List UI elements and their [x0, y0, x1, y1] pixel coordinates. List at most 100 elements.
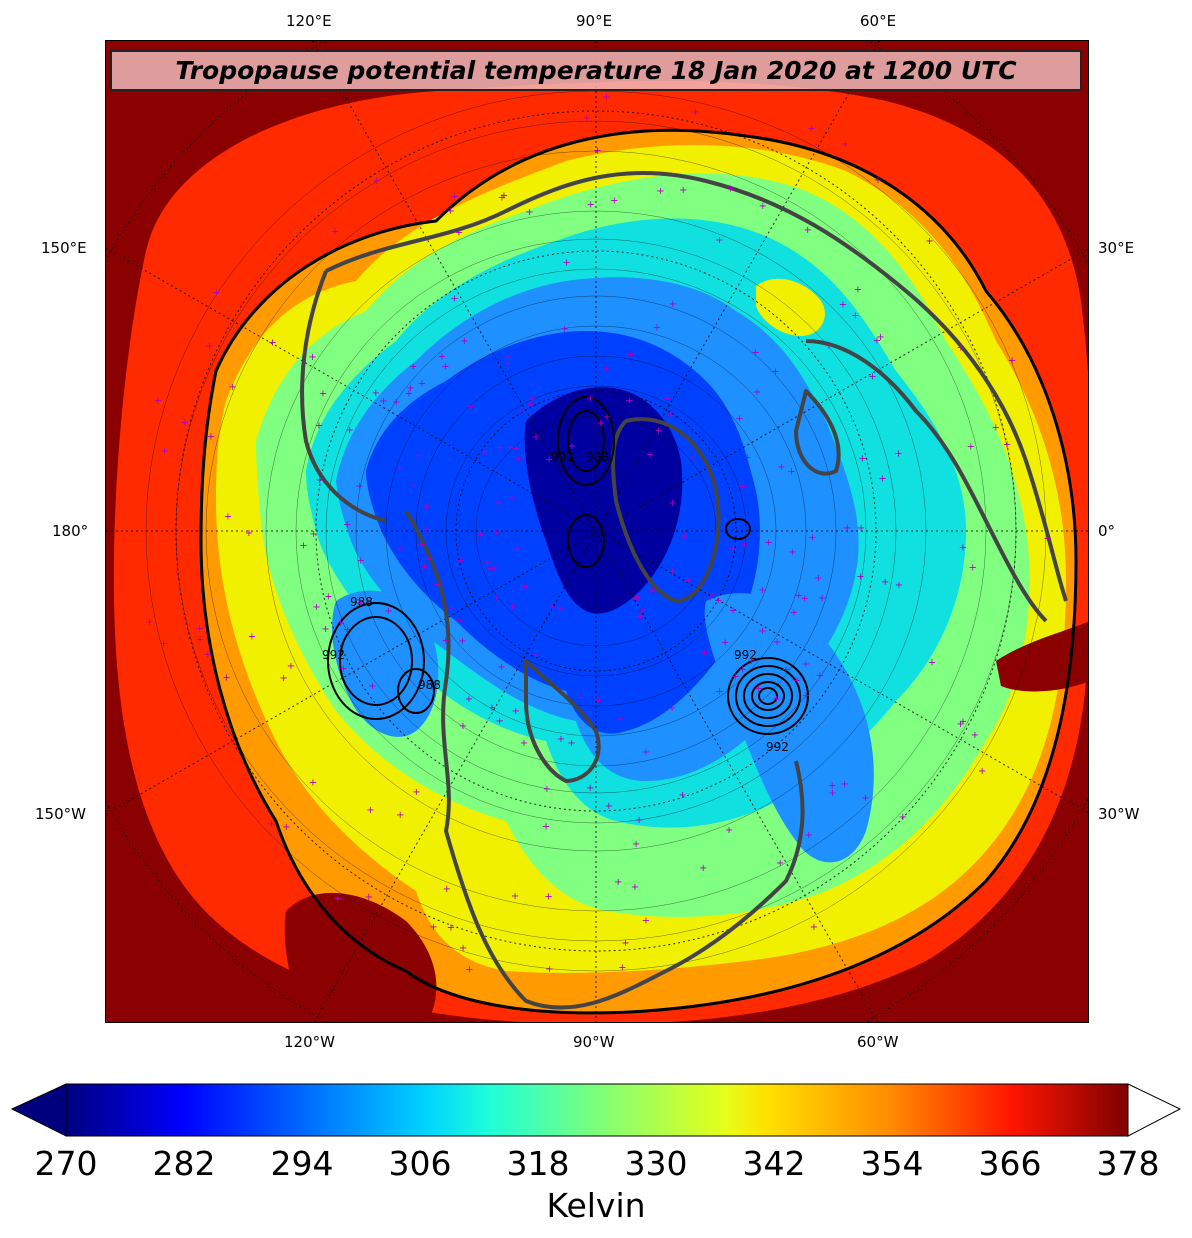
station-marker: +	[743, 452, 751, 463]
station-marker: +	[459, 721, 467, 732]
station-marker: +	[409, 361, 417, 372]
station-marker: +	[497, 662, 505, 673]
station-marker: +	[808, 533, 816, 544]
station-marker: +	[447, 922, 455, 933]
station-marker: +	[715, 687, 723, 698]
station-marker: +	[828, 788, 836, 799]
tropopause-boundary	[199, 128, 1078, 1015]
station-marker: +	[459, 943, 467, 954]
station-markers: + + + + + + + + + + + + + + + + + + + + + + + + + + + + + + + + + + + + + + + +…	[145, 92, 1052, 976]
station-marker: +	[433, 579, 441, 590]
station-marker: +	[368, 681, 376, 692]
station-marker: +	[731, 671, 739, 682]
station-marker: +	[308, 352, 316, 363]
station-marker: +	[828, 781, 836, 792]
colorbar-extend-min	[10, 1083, 67, 1137]
station-marker: +	[616, 714, 624, 725]
station-marker: +	[245, 528, 253, 539]
station-marker: +	[802, 691, 810, 702]
colorbar-tick-270: 270	[34, 1144, 98, 1183]
station-marker: +	[498, 193, 506, 204]
pressure-label-1: 992	[551, 450, 574, 464]
coastline-eurasia	[325, 170, 1068, 602]
station-marker: +	[268, 338, 276, 349]
station-marker: +	[567, 738, 575, 749]
station-marker: +	[280, 673, 288, 684]
station-marker: +	[512, 444, 520, 455]
colorbar	[10, 1083, 1182, 1137]
station-marker: +	[207, 432, 215, 443]
station-marker: +	[669, 498, 677, 509]
lon-label-bottom-120w: 120°W	[284, 1033, 335, 1051]
colorbar-tick-330: 330	[624, 1144, 688, 1183]
station-marker: +	[874, 175, 882, 186]
station-marker: +	[460, 336, 468, 347]
station-marker: +	[787, 467, 795, 478]
station-marker: +	[496, 716, 504, 727]
station-marker: +	[611, 668, 619, 679]
station-marker: +	[445, 455, 453, 466]
station-marker: +	[542, 821, 550, 832]
colorbar-tick-282: 282	[152, 1144, 216, 1183]
yellow-anomaly-europe	[756, 278, 825, 336]
station-marker: +	[425, 554, 433, 565]
station-marker: +	[196, 635, 204, 646]
station-marker: +	[801, 593, 809, 604]
station-marker: +	[873, 336, 881, 347]
station-marker: +	[557, 734, 565, 745]
station-marker: +	[492, 592, 500, 603]
low-arctic-4	[725, 518, 751, 540]
station-marker: +	[725, 825, 733, 836]
station-marker: +	[691, 107, 699, 118]
station-marker: +	[807, 123, 815, 134]
station-marker: +	[447, 206, 455, 217]
station-marker: +	[899, 812, 907, 823]
station-marker: +	[224, 511, 232, 522]
station-marker: +	[857, 523, 865, 534]
station-marker: +	[876, 332, 884, 343]
map-panel: 992 988 988 992 988 992 992 + + + + + + + + + + + +…	[105, 40, 1089, 1023]
station-marker: +	[638, 605, 646, 616]
colorbar-tick-354: 354	[860, 1144, 924, 1183]
station-marker: +	[204, 649, 212, 660]
station-marker: +	[357, 556, 365, 567]
station-marker: +	[456, 616, 464, 627]
station-marker: +	[861, 793, 869, 804]
station-marker: +	[959, 716, 967, 727]
coastlines	[300, 170, 1068, 1010]
station-marker: +	[229, 382, 237, 393]
station-marker: +	[379, 396, 387, 407]
coastline-scandinavia	[794, 389, 841, 476]
pressure-contours	[327, 396, 809, 735]
station-marker: +	[992, 423, 1000, 434]
station-marker: +	[577, 692, 585, 703]
lon-label-bottom-90w: 90°W	[573, 1033, 615, 1051]
station-marker: +	[816, 670, 824, 681]
station-marker: +	[526, 400, 534, 411]
station-marker: +	[421, 561, 429, 572]
station-marker: +	[321, 624, 329, 635]
station-marker: +	[818, 593, 826, 604]
station-marker: +	[636, 612, 644, 623]
station-marker: +	[654, 426, 662, 437]
coastline-asia-east	[300, 270, 387, 523]
map-title: Tropopause potential temperature 18 Jan …	[110, 50, 1082, 91]
station-marker: +	[417, 540, 425, 551]
station-marker: +	[384, 606, 392, 617]
station-marker: +	[587, 200, 595, 211]
station-marker: +	[465, 694, 473, 705]
station-marker: +	[957, 343, 965, 354]
station-marker: +	[366, 805, 374, 816]
station-marker: +	[222, 672, 230, 683]
station-marker: +	[788, 547, 796, 558]
station-marker: +	[287, 661, 295, 672]
lon-label-left-180: 180°	[52, 522, 89, 540]
pressure-labels: 992 988 988 992 988 992 992	[322, 450, 789, 754]
station-marker: +	[646, 450, 654, 461]
station-marker: +	[793, 675, 801, 686]
station-marker: +	[560, 324, 568, 335]
station-marker: +	[747, 656, 755, 667]
station-marker: +	[447, 603, 455, 614]
station-marker: +	[545, 455, 553, 466]
station-marker: +	[438, 351, 446, 362]
